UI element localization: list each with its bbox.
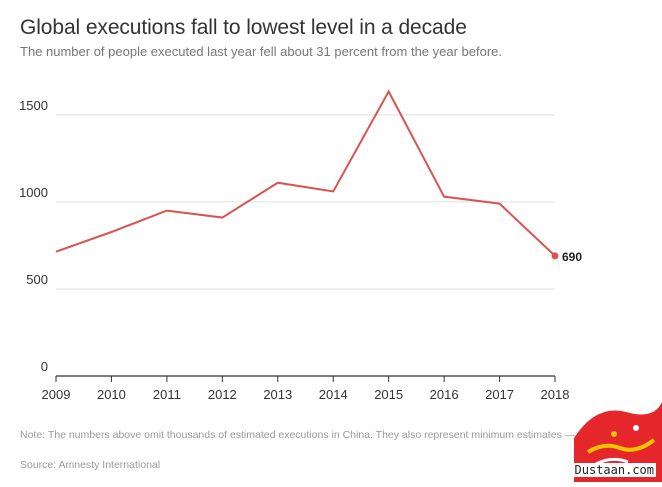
x-tick-label: 2015 <box>374 387 403 402</box>
chart-title: Global executions fall to lowest level i… <box>20 16 467 39</box>
x-tick-label: 2014 <box>319 387 348 402</box>
chart-note: Note: The numbers above omit thousands o… <box>20 429 640 441</box>
y-tick-label: 500 <box>26 272 48 287</box>
line-chart: 0 500 1000 1500 2009 2010 2011 2012 2013 2014 2015… <box>19 89 582 402</box>
end-point-label: 690 <box>562 250 582 264</box>
x-tick-label: 2010 <box>97 387 126 402</box>
watermark-logo <box>574 402 662 482</box>
x-tick-label: 2016 <box>430 387 459 402</box>
series-line <box>55 89 556 257</box>
x-tick-label: 2012 <box>208 387 237 402</box>
end-point-marker <box>551 252 559 260</box>
site-watermark: Dustaan.com <box>566 398 662 482</box>
x-tick-label: 2009 <box>42 387 71 402</box>
y-tick-label: 1000 <box>19 185 48 200</box>
x-tick-label: 2011 <box>153 387 181 402</box>
x-tick-label: 2013 <box>263 387 292 402</box>
watermark-site-text: Dustaan.com <box>572 463 656 477</box>
y-tick-label: 1500 <box>19 98 48 113</box>
y-tick-label: 0 <box>41 359 48 374</box>
chart-subtitle: The number of people executed last year … <box>20 44 503 59</box>
x-tick-label: 2017 <box>485 387 514 402</box>
x-tick-label: 2018 <box>541 387 570 402</box>
chart-source: Source: Amnesty International <box>20 459 161 471</box>
